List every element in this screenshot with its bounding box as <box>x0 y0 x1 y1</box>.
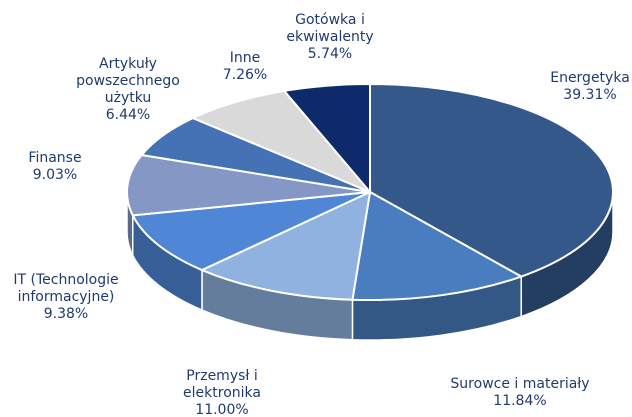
value-label: 11.00% <box>195 402 249 417</box>
category-name: IT (Technologie informacyjne) <box>13 272 119 305</box>
value-label: 6.44% <box>105 107 151 123</box>
category-name: Surowce i materiały <box>450 376 590 392</box>
slice <box>190 89 371 193</box>
category-name: Gotówka i ekwiwalenty <box>286 12 374 45</box>
category-name: Energetyka <box>550 70 630 86</box>
slice-label: IT (Technologie informacyjne) 9.38% <box>0 272 136 323</box>
category-name: Inne <box>229 50 261 66</box>
slice-label: Surowce i materiały 11.84% <box>430 376 610 410</box>
slice <box>126 153 371 217</box>
value-label: 7.26% <box>222 67 268 83</box>
slice-label: Gotówka i ekwiwalenty 5.74% <box>265 12 395 63</box>
slice-label: Finanse 9.03% <box>10 150 100 184</box>
value-label: 39.31% <box>563 87 617 103</box>
slice <box>369 82 614 278</box>
value-label: 9.03% <box>32 167 78 183</box>
slice <box>199 190 372 301</box>
slice <box>131 191 371 272</box>
category-name: Przemysł i elektronika <box>183 368 261 401</box>
slice-label: Energetyka 39.31% <box>535 70 632 104</box>
slice <box>351 190 524 301</box>
category-name: Finanse <box>28 150 82 166</box>
slice-label: Przemysł i elektronika 11.00% <box>167 368 277 417</box>
value-label: 5.74% <box>307 46 353 62</box>
category-name: Artykuły powszechnego użytku <box>76 56 180 106</box>
value-label: 9.38% <box>43 306 89 322</box>
slice-label: Inne 7.26% <box>215 50 275 84</box>
slice-label: Artykuły powszechnego użytku 6.44% <box>63 56 193 124</box>
value-label: 11.84% <box>493 393 547 409</box>
slice <box>282 82 371 195</box>
